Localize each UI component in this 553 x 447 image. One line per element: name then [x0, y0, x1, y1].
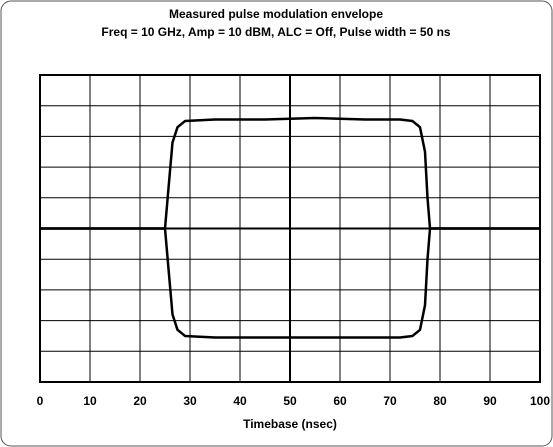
x-tick-label: 10 — [83, 394, 97, 408]
x-tick-label: 60 — [333, 394, 347, 408]
trace — [40, 116, 540, 230]
x-tick-label: 80 — [433, 394, 447, 408]
x-tick-label: 20 — [133, 394, 147, 408]
x-tick-label: 50 — [283, 394, 297, 408]
chart-title: Measured pulse modulation envelope — [169, 7, 383, 21]
x-axis-label: Timebase (nsec) — [243, 417, 337, 431]
x-tick-label: 70 — [383, 394, 397, 408]
x-tick-label: 100 — [530, 394, 550, 408]
x-tick-label: 90 — [483, 394, 497, 408]
chart-subtitle: Freq = 10 GHz, Amp = 10 dBM, ALC = Off, … — [101, 25, 451, 39]
x-tick-label: 0 — [37, 394, 44, 408]
x-tick-label: 40 — [233, 394, 247, 408]
x-tick-label: 30 — [183, 394, 197, 408]
trace — [40, 227, 540, 339]
